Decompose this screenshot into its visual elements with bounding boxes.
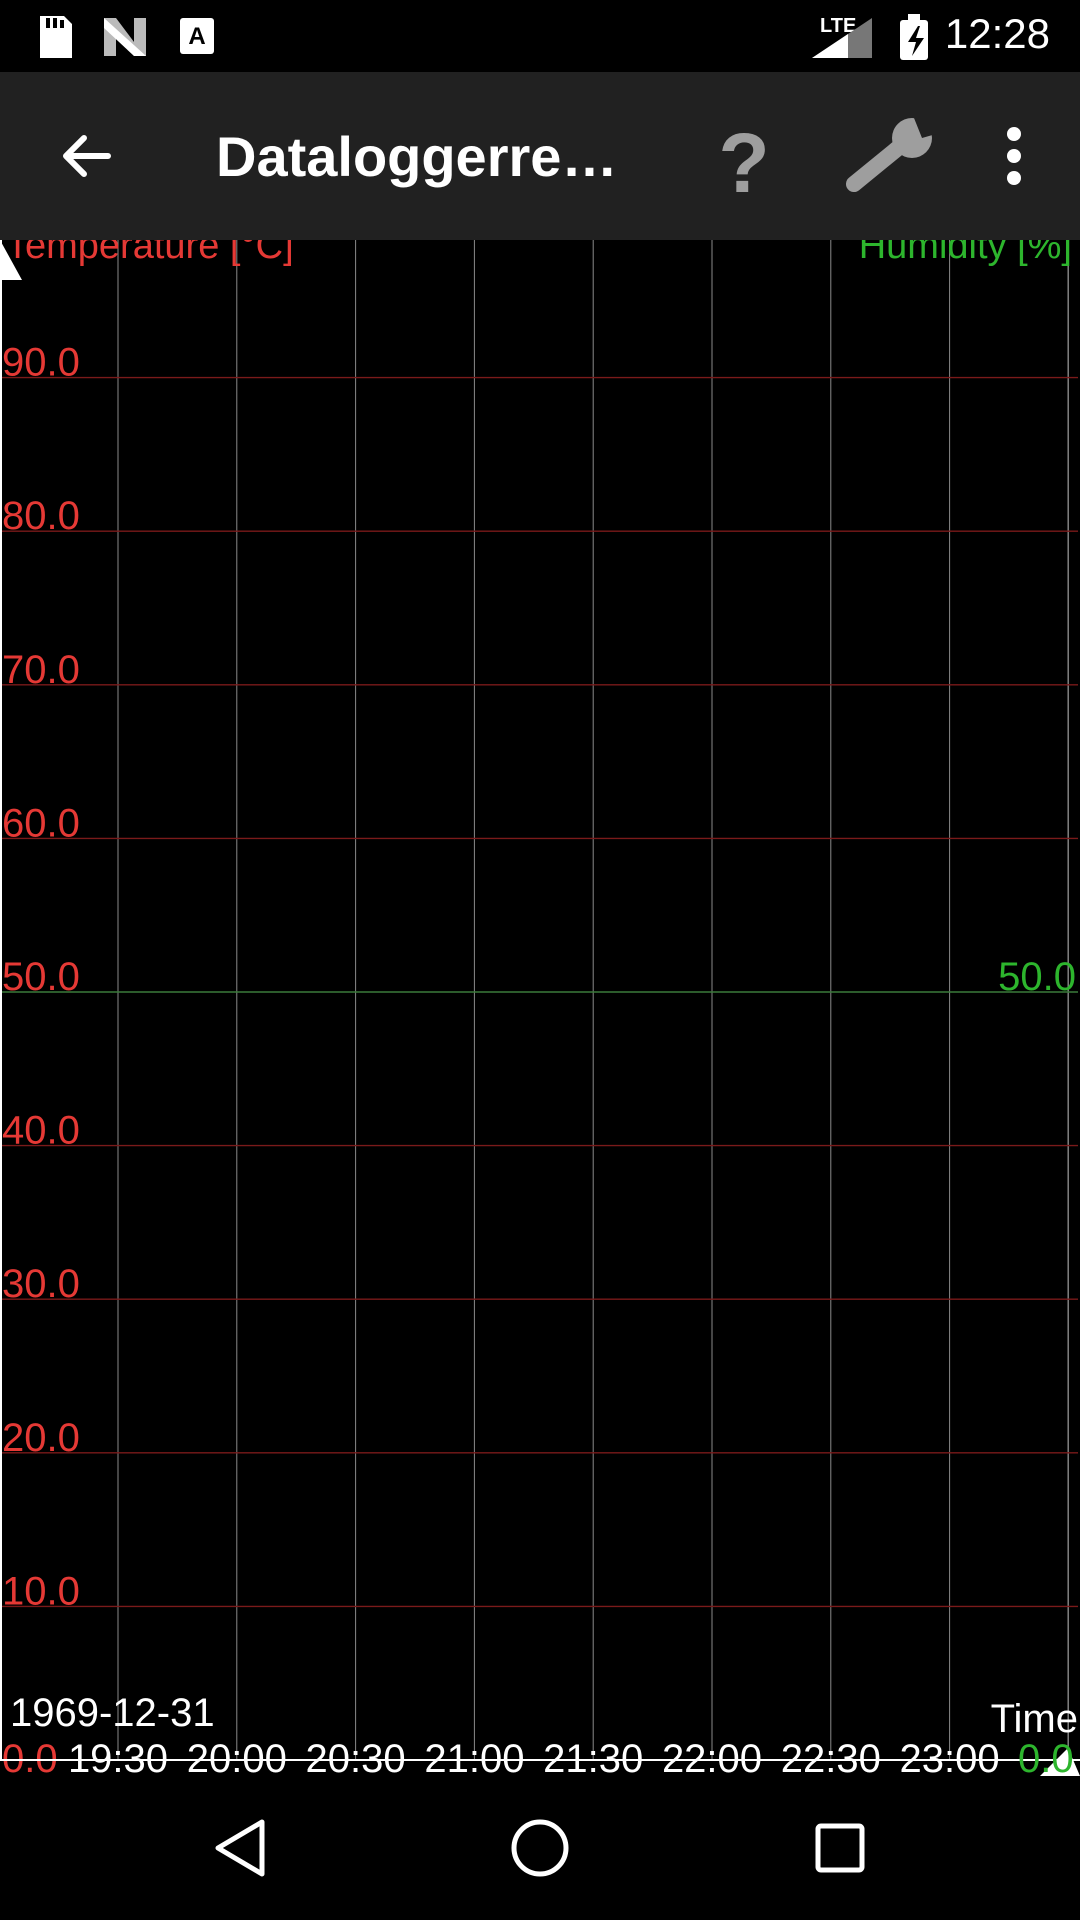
left-tick-label: 40.0 bbox=[2, 1109, 80, 1153]
left-tick-label: 10.0 bbox=[2, 1569, 80, 1613]
more-vert-icon bbox=[1007, 127, 1021, 185]
chart[interactable]: 0.0 10.0 20.0 30.0 40.0 50.0 60.0 70.0 80.0 90.0 T… bbox=[0, 240, 1080, 1776]
nav-bar bbox=[0, 1776, 1080, 1920]
left-tick-label: 80.0 bbox=[2, 494, 80, 538]
x-axis-title: Time bbox=[991, 1697, 1078, 1741]
left-tick-label: 70.0 bbox=[2, 648, 80, 692]
nav-back-button[interactable] bbox=[206, 1796, 274, 1900]
left-tick-label: 0.0 bbox=[2, 1737, 58, 1776]
x-tick-label: 20:00 bbox=[187, 1737, 287, 1776]
status-icons-left: A bbox=[40, 16, 214, 58]
sd-card-icon bbox=[40, 16, 72, 58]
left-tick-label: 20.0 bbox=[2, 1416, 80, 1460]
settings-button[interactable] bbox=[840, 112, 940, 202]
svg-text:A: A bbox=[188, 23, 205, 50]
back-triangle-icon bbox=[215, 1819, 265, 1877]
status-icons-right: LTE bbox=[812, 14, 928, 60]
right-axis-title: Humidity [%] bbox=[859, 240, 1072, 267]
overflow-menu-button[interactable] bbox=[996, 120, 1032, 192]
home-circle-icon bbox=[511, 1819, 569, 1877]
right-tick-label: 0.0 bbox=[1018, 1737, 1074, 1776]
x-tick-label: 21:00 bbox=[424, 1737, 524, 1776]
network-label: LTE bbox=[820, 15, 856, 37]
status-time: 12:28 bbox=[944, 10, 1050, 57]
chart-area[interactable]: 0.0 10.0 20.0 30.0 40.0 50.0 60.0 70.0 80.0 90.0 T… bbox=[0, 240, 1080, 1776]
battery-charging-icon bbox=[900, 14, 928, 60]
arrow-left-icon bbox=[63, 135, 111, 177]
wrench-icon bbox=[846, 118, 936, 192]
status-bar: A LTE 12:28 bbox=[0, 0, 1080, 72]
x-tick-label: 23:00 bbox=[900, 1737, 1000, 1776]
help-question-icon: ? bbox=[718, 116, 769, 210]
keyboard-a-icon: A bbox=[180, 18, 214, 54]
nav-home-button[interactable] bbox=[506, 1796, 574, 1900]
app-title: Dataloggerrea… bbox=[216, 125, 636, 188]
x-tick-label: 22:00 bbox=[662, 1737, 762, 1776]
help-label: ? bbox=[718, 116, 769, 204]
recents-square-icon bbox=[815, 1823, 865, 1873]
x-tick-label: 19:30 bbox=[68, 1737, 168, 1776]
x-axis-arrow bbox=[1040, 1748, 1080, 1776]
left-tick-label: 30.0 bbox=[2, 1262, 80, 1306]
x-axis-date: 1969-12-31 bbox=[10, 1691, 215, 1735]
x-tick-label: 22:30 bbox=[781, 1737, 881, 1776]
signal-icon bbox=[812, 18, 872, 58]
nav-recents-button[interactable] bbox=[806, 1796, 874, 1900]
n-logo-icon bbox=[104, 18, 146, 56]
left-axis-arrow bbox=[0, 240, 22, 280]
x-tick-label: 20:30 bbox=[306, 1737, 406, 1776]
left-tick-label: 60.0 bbox=[2, 801, 80, 845]
right-tick-label: 50.0 bbox=[998, 955, 1076, 999]
left-axis-title: Temperature [°C] bbox=[6, 240, 294, 267]
x-tick-label: 21:30 bbox=[543, 1737, 643, 1776]
app-bar: Dataloggerrea… ? bbox=[0, 72, 1080, 240]
left-tick-label: 90.0 bbox=[2, 341, 80, 385]
back-button[interactable] bbox=[50, 120, 122, 192]
help-button[interactable]: ? bbox=[700, 108, 788, 210]
left-tick-label: 50.0 bbox=[2, 955, 80, 999]
